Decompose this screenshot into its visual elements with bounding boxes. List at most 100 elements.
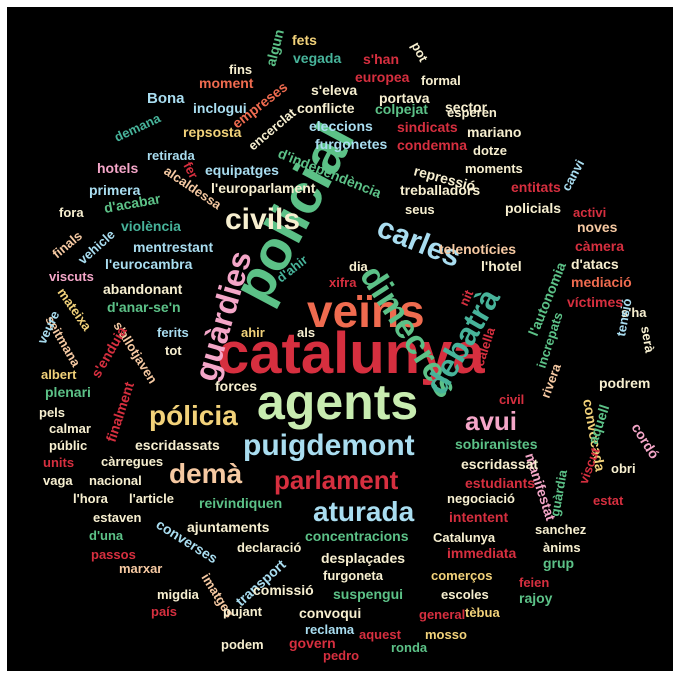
word-55: fora — [59, 205, 84, 220]
word-75: mediació — [571, 274, 632, 290]
word-89: tensió — [613, 297, 634, 337]
word-61: violència — [121, 218, 181, 234]
word-151: convoqui — [299, 605, 361, 621]
word-135: Catalunya — [433, 530, 496, 545]
word-40: condemna — [397, 137, 467, 153]
word-128: sanchez — [535, 522, 587, 537]
word-113: vaga — [43, 473, 73, 488]
word-140: migdia — [157, 587, 200, 602]
word-38: mariano — [467, 124, 521, 140]
word-133: marxar — [119, 561, 162, 576]
word-2: agents — [257, 374, 418, 430]
word-27: sector — [445, 99, 488, 115]
word-157: aquest — [359, 627, 402, 642]
word-124: estaven — [93, 510, 141, 525]
word-119: l'article — [129, 491, 174, 506]
word-152: tèbua — [465, 605, 500, 620]
word-85: ferits — [157, 325, 189, 340]
word-18: vegada — [293, 50, 341, 66]
word-16: pot — [408, 39, 431, 64]
word-86: ahir — [241, 325, 265, 340]
word-159: ronda — [391, 640, 428, 655]
word-134: declaració — [237, 540, 301, 555]
word-47: equipatges — [205, 162, 279, 178]
word-109: sobiranistes — [455, 436, 538, 452]
word-148: escoles — [441, 587, 489, 602]
word-95: serà — [638, 325, 658, 355]
word-45: hotels — [97, 160, 138, 176]
word-21: europea — [355, 69, 410, 85]
word-87: als — [297, 325, 315, 340]
word-9: civils — [225, 203, 300, 236]
word-0: catalunya — [217, 321, 485, 386]
word-120: reivindiquen — [199, 495, 282, 511]
word-70: d'atacs — [571, 256, 619, 272]
word-96: plenari — [45, 384, 91, 400]
word-52: l'europarlament — [211, 180, 316, 196]
word-97: forces — [215, 378, 257, 394]
word-49: canvi — [558, 157, 587, 193]
word-cloud-background: catalunya policial agents veïns dimecres guàr… — [7, 7, 673, 671]
word-24: Bona — [147, 90, 185, 107]
word-99: podrem — [599, 375, 650, 391]
word-73: xifra — [329, 275, 357, 290]
word-12: aturada — [313, 496, 415, 527]
word-145: comerços — [431, 568, 492, 583]
word-137: immediata — [447, 545, 516, 561]
word-110: càrregues — [101, 454, 163, 469]
word-34: repsosta — [183, 124, 242, 140]
word-17: algun — [262, 28, 287, 68]
word-154: general — [419, 607, 465, 622]
word-67: l'eurocambra — [105, 256, 193, 272]
word-117: obri — [611, 461, 636, 476]
word-125: intentent — [449, 509, 508, 525]
word-126: d'una — [89, 528, 124, 543]
word-107: públic — [49, 438, 87, 453]
word-78: d'anar-se'n — [107, 299, 181, 315]
word-14: avui — [465, 406, 517, 436]
word-31: colpejat — [375, 101, 428, 117]
word-69: l'hotel — [481, 258, 522, 274]
word-29: inclogui — [193, 100, 247, 116]
word-54: entitats — [511, 179, 561, 195]
word-7: puigdemont — [243, 429, 415, 462]
word-127: ajuntaments — [187, 519, 270, 535]
word-39: furgonetes — [315, 136, 388, 152]
word-111: escridassat — [461, 456, 538, 472]
word-118: l'hora — [73, 491, 109, 506]
word-62: noves — [577, 219, 618, 235]
word-129: passos — [91, 547, 136, 562]
word-13: demà — [169, 458, 243, 489]
word-108: escridassats — [135, 437, 220, 453]
word-57: seus — [405, 202, 435, 217]
word-cloud: catalunyapolicialagentsveïnsdimecresguàr… — [34, 28, 663, 663]
word-153: reclama — [305, 622, 355, 637]
word-36: eleccions — [309, 118, 373, 134]
word-146: país — [151, 604, 177, 619]
word-150: pujant — [223, 604, 263, 619]
word-155: podem — [221, 637, 264, 652]
word-80: víctimes — [567, 294, 623, 310]
word-143: feien — [519, 575, 549, 590]
word-72: dia — [349, 259, 369, 274]
word-92: tot — [165, 343, 182, 358]
word-115: estudiants — [465, 475, 535, 491]
word-20: fins — [229, 62, 252, 77]
word-46: fer — [180, 159, 201, 181]
word-147: suspengui — [333, 586, 403, 602]
word-101: finalment — [103, 379, 138, 443]
word-26: portava — [379, 90, 430, 106]
word-30: conflicte — [297, 100, 355, 116]
word-91: s'enduia — [88, 324, 130, 381]
word-156: govern — [289, 635, 336, 651]
word-33: demana — [112, 110, 164, 145]
word-122: guàrdia — [547, 468, 570, 518]
word-37: sindicats — [397, 119, 458, 135]
word-138: desplaçades — [321, 550, 405, 566]
word-160: pedro — [323, 648, 359, 663]
word-79: nit — [456, 287, 476, 308]
word-65: telenotícies — [439, 241, 516, 257]
word-22: moment — [199, 75, 254, 91]
word-121: negociació — [447, 491, 515, 506]
